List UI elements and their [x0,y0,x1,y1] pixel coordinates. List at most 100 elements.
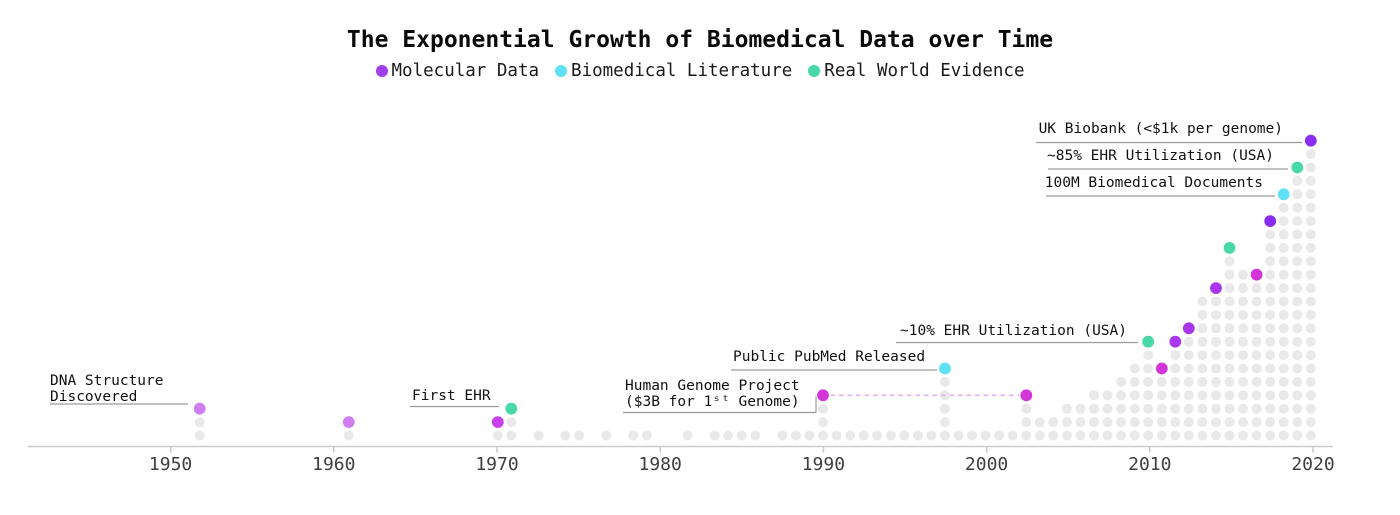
chart-title: The Exponential Growth of Biomedical Dat… [346,27,1054,53]
data-dot [818,403,828,414]
data-dot [1238,430,1248,441]
data-dot [1211,296,1221,307]
data-dot [1211,350,1221,361]
legend-label: Biomedical Literature [571,61,793,81]
data-dot [1305,162,1316,173]
data-dot [1278,417,1289,428]
data-dot [1143,417,1154,428]
data-dot [1305,296,1316,307]
data-dot [1251,336,1262,347]
data-dot [1156,376,1167,387]
data-dot [1116,430,1127,441]
data-dot [940,403,950,414]
data-dot [641,430,652,441]
data-dot [194,417,205,428]
data-dot [1278,229,1289,240]
data-dot [1238,296,1248,307]
data-dot [1129,376,1140,387]
legend-dot-icon [375,65,388,77]
data-dot [1211,323,1221,334]
data-dot [1197,350,1208,361]
data-dot [1251,283,1262,294]
data-dot [1305,175,1316,186]
legend-item-real-world-evidence: Real World Evidence [808,61,1024,81]
data-dot [1211,390,1221,401]
milestone-dot [1264,215,1277,228]
data-dot [1278,202,1289,213]
data-dot [1238,283,1248,294]
data-dot [1211,430,1221,441]
data-dot [1224,350,1235,361]
data-dot [1292,350,1303,361]
milestone-dot [1155,362,1168,375]
data-dot [1034,417,1045,428]
data-dot [1292,403,1303,414]
data-dot [1238,417,1248,428]
data-dot [1183,350,1194,361]
milestone-dot [1142,335,1155,348]
data-dot [1129,403,1140,414]
data-dot [1305,323,1316,334]
x-axis-tick-label: 2020 [1291,454,1335,475]
data-dot [343,430,354,441]
data-dot [926,430,937,441]
data-dot [1089,430,1099,441]
data-dot [1305,403,1316,414]
data-dot [1075,403,1086,414]
legend-label: Molecular Data [391,61,540,81]
data-dot [1305,430,1316,441]
data-dot [1170,403,1181,414]
data-dot [1170,417,1181,428]
milestone-dot [939,362,951,375]
data-dot [1305,202,1316,213]
data-dot [1251,309,1262,320]
milestone-annotation-ehr-10: ~10% EHR Utilization (USA) [900,323,1127,340]
data-dot [940,376,950,387]
data-dot [1129,363,1140,374]
data-dot [1292,323,1303,334]
data-dot [1238,403,1248,414]
x-axis-tick-label: 1950 [148,454,193,475]
milestone-annotation-dna: DNA Structure Discovered [50,373,164,405]
data-dot [1197,323,1208,334]
data-dot [899,430,910,441]
data-dot [1156,430,1167,441]
milestone-annotation-biobank: UK Biobank (<$1k per genome) [1039,121,1283,138]
data-dot [1278,350,1289,361]
data-dot [1048,417,1059,428]
data-dot [1251,350,1262,361]
data-dot [1265,256,1276,267]
data-dot [1278,256,1289,267]
data-dot [1278,216,1289,227]
data-dot [1292,376,1303,387]
data-dot [1197,309,1208,320]
data-dot [1278,269,1289,280]
data-dot [1278,309,1289,320]
data-dot [723,430,734,441]
data-dot [1183,336,1194,347]
data-dot [912,430,923,441]
data-dot [1251,390,1262,401]
data-dot [1224,296,1235,307]
data-dot [1251,417,1262,428]
data-dot [1170,363,1181,374]
data-dot [1170,390,1181,401]
data-dot [1211,376,1221,387]
data-dot [1183,363,1194,374]
data-dot [790,430,801,441]
data-dot [1143,363,1154,374]
milestone-annotation-pubmed: Public PubMed Released [733,349,925,366]
data-dot [506,430,517,441]
data-dot [1211,417,1221,428]
data-dot [194,430,205,441]
annotation-line: ($3B for 1ˢᵗ Genome) [625,393,800,410]
milestone-dot [1277,188,1290,201]
data-dot [1265,296,1276,307]
data-dot [1224,430,1235,441]
data-dot [1265,417,1276,428]
data-dot [1238,336,1248,347]
milestone-dot [1020,389,1033,402]
data-dot [1278,296,1289,307]
data-dot [1305,363,1316,374]
